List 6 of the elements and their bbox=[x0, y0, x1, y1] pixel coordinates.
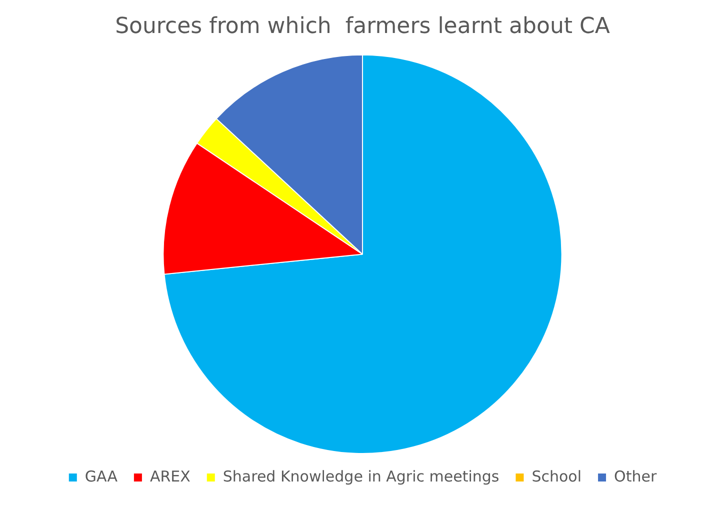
legend-label: GAA bbox=[84, 467, 118, 486]
legend-label: School bbox=[532, 467, 582, 486]
legend-label: Other bbox=[614, 467, 658, 486]
legend-label: AREX bbox=[150, 467, 190, 486]
legend-label: Shared Knowledge in Agric meetings bbox=[222, 467, 500, 486]
chart-title: Sources from which farmers learnt about CA bbox=[115, 14, 610, 39]
